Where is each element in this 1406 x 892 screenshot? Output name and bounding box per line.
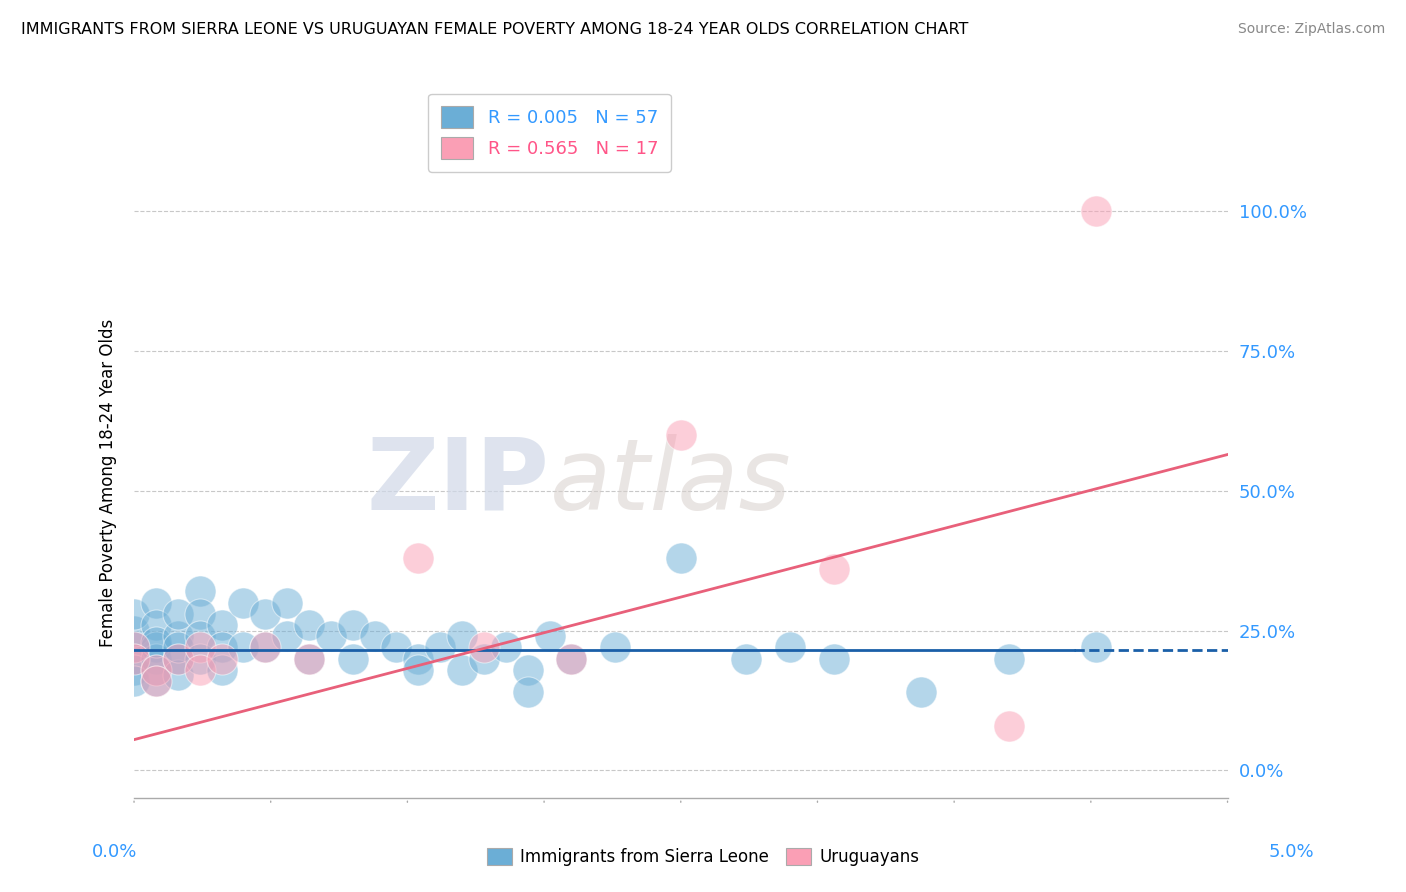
Point xyxy=(1085,640,1108,655)
Point xyxy=(298,618,321,632)
Point xyxy=(145,663,167,677)
Point xyxy=(605,640,627,655)
Point xyxy=(342,651,364,665)
Point xyxy=(145,635,167,649)
Point xyxy=(188,640,211,655)
Point xyxy=(122,624,145,638)
Text: IMMIGRANTS FROM SIERRA LEONE VS URUGUAYAN FEMALE POVERTY AMONG 18-24 YEAR OLDS C: IMMIGRANTS FROM SIERRA LEONE VS URUGUAYA… xyxy=(21,22,969,37)
Point xyxy=(122,640,145,655)
Text: 0.0%: 0.0% xyxy=(91,843,136,861)
Point xyxy=(276,596,298,610)
Point xyxy=(188,629,211,643)
Point xyxy=(122,640,145,655)
Point xyxy=(408,651,430,665)
Point xyxy=(166,640,188,655)
Point xyxy=(298,651,321,665)
Point xyxy=(560,651,582,665)
Point xyxy=(145,640,167,655)
Point xyxy=(276,629,298,643)
Point xyxy=(211,663,233,677)
Point xyxy=(451,663,474,677)
Point xyxy=(408,551,430,566)
Point xyxy=(166,668,188,682)
Point xyxy=(254,640,277,655)
Point xyxy=(823,651,845,665)
Point xyxy=(516,663,538,677)
Point xyxy=(122,607,145,621)
Point xyxy=(122,663,145,677)
Point xyxy=(122,651,145,665)
Point xyxy=(735,651,758,665)
Legend: R = 0.005   N = 57, R = 0.565   N = 17: R = 0.005 N = 57, R = 0.565 N = 17 xyxy=(429,94,671,172)
Point xyxy=(538,629,561,643)
Point xyxy=(472,651,495,665)
Point xyxy=(166,607,188,621)
Point xyxy=(232,596,254,610)
Point xyxy=(823,562,845,576)
Point xyxy=(145,663,167,677)
Point xyxy=(145,673,167,688)
Point xyxy=(998,651,1021,665)
Point xyxy=(188,651,211,665)
Text: Source: ZipAtlas.com: Source: ZipAtlas.com xyxy=(1237,22,1385,37)
Point xyxy=(145,596,167,610)
Point xyxy=(319,629,342,643)
Point xyxy=(166,629,188,643)
Point xyxy=(232,640,254,655)
Text: atlas: atlas xyxy=(550,434,792,531)
Point xyxy=(145,618,167,632)
Point xyxy=(254,607,277,621)
Point xyxy=(145,673,167,688)
Point xyxy=(669,428,692,442)
Point xyxy=(516,685,538,699)
Point xyxy=(560,651,582,665)
Point xyxy=(145,651,167,665)
Text: 5.0%: 5.0% xyxy=(1270,843,1315,861)
Point xyxy=(122,651,145,665)
Point xyxy=(669,551,692,566)
Point xyxy=(211,640,233,655)
Point xyxy=(363,629,385,643)
Point xyxy=(1085,204,1108,219)
Text: ZIP: ZIP xyxy=(367,434,550,531)
Point xyxy=(910,685,932,699)
Point xyxy=(298,651,321,665)
Point xyxy=(408,663,430,677)
Point xyxy=(211,651,233,665)
Point xyxy=(998,719,1021,733)
Point xyxy=(495,640,517,655)
Legend: Immigrants from Sierra Leone, Uruguayans: Immigrants from Sierra Leone, Uruguayans xyxy=(481,841,925,873)
Point xyxy=(429,640,451,655)
Point xyxy=(342,618,364,632)
Point xyxy=(779,640,801,655)
Point xyxy=(188,663,211,677)
Point xyxy=(122,673,145,688)
Point xyxy=(188,584,211,599)
Y-axis label: Female Poverty Among 18-24 Year Olds: Female Poverty Among 18-24 Year Olds xyxy=(100,318,117,647)
Point xyxy=(254,640,277,655)
Point xyxy=(385,640,408,655)
Point xyxy=(211,618,233,632)
Point xyxy=(451,629,474,643)
Point xyxy=(188,607,211,621)
Point xyxy=(166,651,188,665)
Point xyxy=(166,651,188,665)
Point xyxy=(472,640,495,655)
